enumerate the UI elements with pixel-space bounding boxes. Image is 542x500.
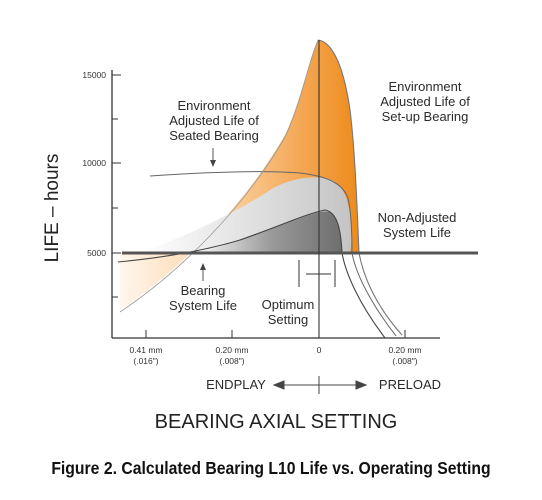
bearing-system-annotation: Bearing System Life bbox=[169, 263, 237, 313]
endplay-label: ENDPLAY bbox=[206, 377, 266, 392]
preload-label: PRELOAD bbox=[379, 377, 441, 392]
optimum-annotation: Optimum Setting bbox=[262, 260, 336, 327]
annotation-line: Environment bbox=[178, 98, 251, 113]
seated-annotation: Environment Adjusted Life of Seated Bear… bbox=[169, 98, 259, 167]
seated-bearing-curve bbox=[149, 171, 397, 337]
annotation-line: Adjusted Life of bbox=[380, 94, 470, 109]
x-ticks bbox=[145, 330, 406, 338]
annotation-line: System Life bbox=[383, 225, 451, 240]
setup-bearing-area bbox=[120, 40, 359, 310]
system-life-area bbox=[200, 211, 342, 253]
x-tick-sublabel: (.016") bbox=[133, 356, 158, 366]
x-axis-label: BEARING AXIAL SETTING bbox=[155, 411, 398, 433]
x-tick-label: 0.20 mm bbox=[215, 345, 248, 355]
annotation-line: Bearing bbox=[181, 283, 226, 298]
y-tick-label: 15000 bbox=[82, 70, 106, 80]
nonadjusted-annotation: Non-Adjusted System Life bbox=[378, 210, 457, 240]
y-ticks bbox=[112, 74, 121, 298]
x-tick-sublabel: (.008") bbox=[392, 356, 417, 366]
setup-annotation: Environment Adjusted Life of Set-up Bear… bbox=[380, 79, 470, 124]
setup-bearing-curve bbox=[317, 39, 403, 336]
annotation-line: Setting bbox=[268, 312, 308, 327]
x-tick-label: 0 bbox=[317, 345, 322, 355]
annotation-line: Seated Bearing bbox=[169, 128, 259, 143]
x-tick-label: 0.20 mm bbox=[388, 345, 421, 355]
y-tick-label: 5000 bbox=[87, 248, 106, 258]
x-tick-sublabel: (.008") bbox=[219, 356, 244, 366]
annotation-line: Set-up Bearing bbox=[382, 109, 469, 124]
annotation-line: Non-Adjusted bbox=[378, 210, 457, 225]
annotation-line: Environment bbox=[389, 79, 462, 94]
annotation-line: Optimum bbox=[262, 297, 315, 312]
direction-arrow-icon bbox=[272, 376, 368, 394]
y-tick-label: 10000 bbox=[82, 158, 106, 168]
x-tick-label: 0.41 mm bbox=[129, 345, 162, 355]
figure-caption: Figure 2. Calculated Bearing L10 Life vs… bbox=[51, 458, 491, 478]
y-axis-label: LIFE – hours bbox=[42, 154, 63, 263]
annotation-line: Adjusted Life of bbox=[169, 113, 259, 128]
setup-bearing-left-edge bbox=[119, 39, 319, 313]
annotation-line: System Life bbox=[169, 298, 237, 313]
